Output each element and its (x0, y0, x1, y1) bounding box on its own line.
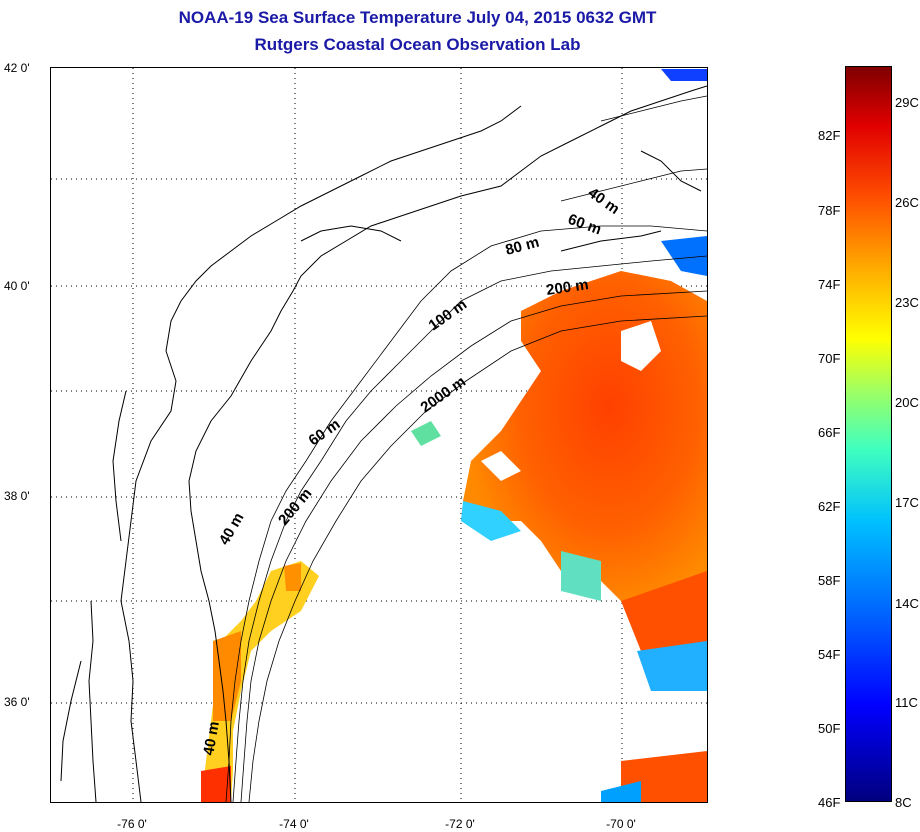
lon-label-70: -70 0' (606, 817, 636, 831)
colorbar-f-label: 50F (818, 721, 841, 736)
sst-map: 40 m 60 m 80 m 200 m 100 m 2000 m 60 m 2… (50, 67, 708, 803)
colorbar-c-label: 26C (895, 195, 919, 210)
lat-label-40: 40 0' (4, 279, 30, 293)
contour-label: 60 m (566, 211, 604, 239)
colorbar-c-label: 23C (895, 295, 919, 310)
map-title: NOAA-19 Sea Surface Temperature July 04,… (178, 8, 657, 27)
colorbar-c-label: 29C (895, 95, 919, 110)
contour-label: 60 m (306, 416, 344, 450)
colorbar-f-label: 54F (818, 647, 841, 662)
coastline (60, 85, 707, 802)
contour-label: 100 m (426, 296, 471, 334)
lon-label-76: -76 0' (117, 817, 147, 831)
colorbar-f-label: 82F (818, 128, 841, 143)
bathymetry-contours (225, 95, 707, 802)
lat-label-42: 42 0' (4, 61, 30, 75)
temperature-colorbar (845, 66, 892, 802)
lon-label-72: -72 0' (445, 817, 475, 831)
colorbar-f-label: 78F (818, 203, 841, 218)
colorbar-c-label: 11C (895, 695, 918, 710)
lat-label-38: 38 0' (4, 489, 30, 503)
colorbar-c-label: 20C (895, 395, 919, 410)
colorbar-c-label: 14C (895, 596, 919, 611)
colorbar-f-label: 46F (818, 795, 841, 810)
sst-data (201, 69, 707, 802)
colorbar-c-label: 17C (895, 495, 919, 510)
contour-label: 2000 m (418, 373, 469, 416)
contour-label: 200 m (275, 485, 315, 529)
map-subtitle: Rutgers Coastal Ocean Observation Lab (254, 35, 581, 54)
colorbar-f-label: 74F (818, 277, 841, 292)
colorbar-f-label: 58F (818, 573, 841, 588)
contour-label: 80 m (504, 234, 541, 259)
colorbar-f-label: 66F (818, 425, 841, 440)
colorbar-c-label: 8C (895, 795, 912, 810)
contour-label: 40 m (216, 510, 248, 548)
lon-label-74: -74 0' (279, 817, 309, 831)
colorbar-f-label: 62F (818, 499, 841, 514)
lat-label-36: 36 0' (4, 695, 30, 709)
contour-label: 40 m (585, 184, 623, 218)
colorbar-f-label: 70F (818, 351, 841, 366)
map-canvas: 40 m 60 m 80 m 200 m 100 m 2000 m 60 m 2… (51, 68, 707, 802)
contour-label: 40 m (200, 720, 223, 757)
contour-label: 200 m (545, 276, 589, 299)
